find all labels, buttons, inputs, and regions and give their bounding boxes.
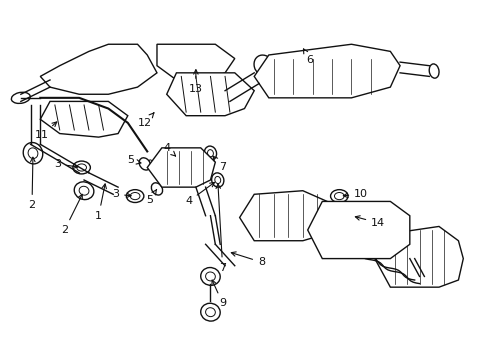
Text: 4: 4 bbox=[163, 143, 175, 156]
Polygon shape bbox=[40, 44, 157, 94]
Ellipse shape bbox=[211, 173, 224, 187]
Text: 5: 5 bbox=[126, 156, 141, 165]
Ellipse shape bbox=[28, 148, 38, 158]
Polygon shape bbox=[375, 226, 462, 287]
Polygon shape bbox=[40, 102, 127, 137]
Text: 8: 8 bbox=[231, 252, 264, 267]
Text: 4: 4 bbox=[184, 183, 214, 206]
Text: 13: 13 bbox=[188, 70, 203, 94]
Polygon shape bbox=[307, 202, 409, 258]
Polygon shape bbox=[254, 44, 399, 98]
Text: 10: 10 bbox=[343, 189, 367, 199]
Text: 2: 2 bbox=[28, 157, 36, 210]
Text: 2: 2 bbox=[61, 194, 82, 235]
Ellipse shape bbox=[74, 182, 94, 199]
Text: 3: 3 bbox=[54, 159, 78, 169]
Polygon shape bbox=[157, 44, 234, 80]
Ellipse shape bbox=[11, 92, 30, 103]
Text: 7: 7 bbox=[213, 156, 226, 172]
Circle shape bbox=[330, 190, 347, 203]
Ellipse shape bbox=[139, 158, 150, 170]
Ellipse shape bbox=[254, 55, 273, 76]
Polygon shape bbox=[166, 73, 254, 116]
Polygon shape bbox=[147, 148, 215, 187]
Text: 5: 5 bbox=[146, 189, 156, 204]
Ellipse shape bbox=[200, 303, 220, 321]
Circle shape bbox=[73, 161, 90, 174]
Text: 9: 9 bbox=[211, 280, 226, 308]
Ellipse shape bbox=[200, 267, 220, 285]
Ellipse shape bbox=[428, 64, 438, 78]
Text: 14: 14 bbox=[355, 216, 385, 228]
Ellipse shape bbox=[151, 183, 163, 195]
Text: 11: 11 bbox=[35, 122, 57, 140]
Ellipse shape bbox=[79, 186, 89, 195]
Text: 12: 12 bbox=[138, 113, 154, 128]
Ellipse shape bbox=[204, 146, 216, 160]
Text: 7: 7 bbox=[216, 184, 226, 273]
Text: 6: 6 bbox=[303, 49, 313, 65]
Circle shape bbox=[126, 190, 143, 203]
Text: 1: 1 bbox=[95, 184, 106, 221]
Text: 3: 3 bbox=[112, 189, 131, 199]
Polygon shape bbox=[239, 191, 331, 241]
Ellipse shape bbox=[23, 143, 42, 164]
